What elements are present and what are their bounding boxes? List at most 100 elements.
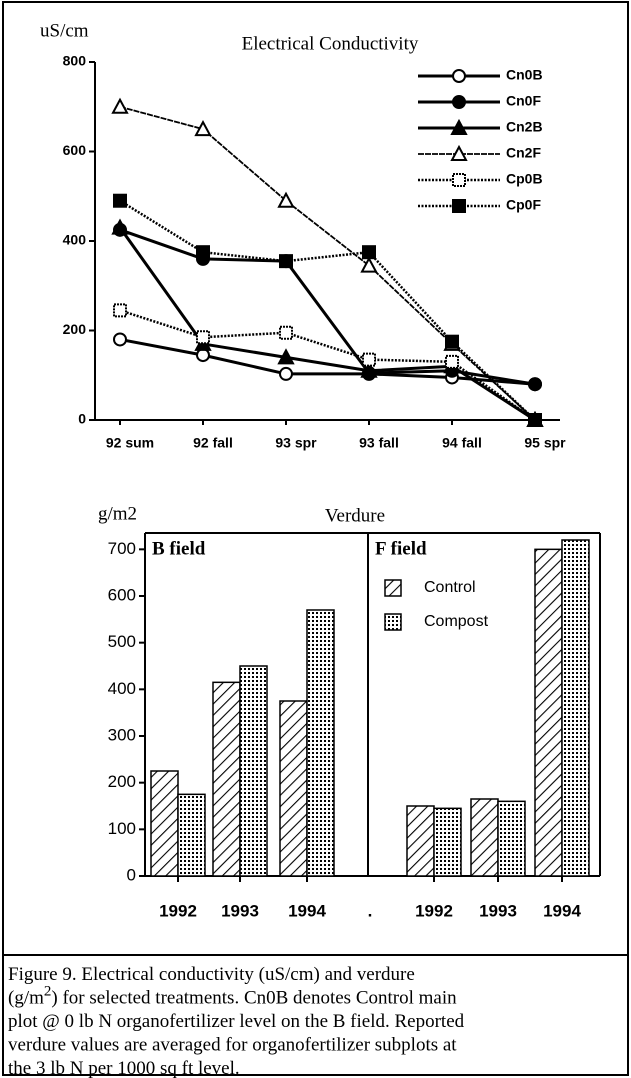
caption-text: (g/m [8, 988, 44, 1009]
x-tick-label: 95 spr [524, 435, 566, 451]
legend-label: Cn2B [506, 119, 543, 135]
series-line [119, 105, 536, 421]
marker [362, 245, 376, 260]
bar [306, 609, 335, 877]
caption-text: verdure values are averaged for organofe… [8, 1035, 457, 1056]
caption: Figure 9. Electrical conductivity (uS/cm… [8, 964, 465, 1078]
y-tick-label: 600 [108, 585, 136, 604]
series-line [119, 199, 536, 421]
bar [406, 805, 435, 877]
marker [279, 254, 293, 269]
marker [360, 361, 378, 378]
caption-superscript: 2 [44, 984, 52, 1000]
marker [445, 354, 459, 369]
marker [445, 334, 459, 349]
y-tick-label: 800 [63, 53, 87, 69]
chart-title: Verdure [325, 505, 385, 526]
marker [279, 366, 293, 381]
legend-swatch [384, 613, 402, 631]
x-tick-label: 93 spr [275, 435, 317, 451]
caption-text: the 3 lb N per 1000 sq ft level. [8, 1058, 240, 1078]
y-tick-label: 700 [108, 539, 136, 558]
x-tick-label: 1994 [543, 901, 581, 920]
bar [279, 700, 308, 877]
legend-marker [452, 69, 466, 83]
legend-marker [450, 118, 468, 135]
marker [111, 97, 129, 114]
bar [212, 681, 241, 877]
y-tick-label: 0 [78, 411, 86, 427]
marker [528, 377, 542, 392]
caption-text: plot @ 0 lb N organofertilizer level on … [8, 1011, 465, 1032]
y-tick-label: 200 [108, 772, 136, 791]
x-tick-label: 92 fall [193, 435, 233, 451]
legend-marker [450, 144, 468, 161]
legend-label: Cn2F [506, 145, 541, 161]
marker [113, 303, 127, 318]
y-tick-label: 100 [108, 819, 136, 838]
bar [470, 798, 499, 877]
bar [239, 665, 268, 877]
y-tick-label: 600 [63, 142, 87, 158]
marker [196, 330, 210, 345]
marker [111, 218, 129, 235]
legend-label: Cn0F [506, 93, 541, 109]
legend-label: Control [424, 579, 476, 596]
x-tick-label: 1994 [288, 901, 326, 920]
y-axis-label: uS/cm [40, 20, 89, 41]
panel-title: B field [152, 538, 206, 559]
panel-gap-label: . [368, 901, 373, 920]
marker [194, 120, 212, 137]
chart-title: Electrical Conductivity [242, 33, 419, 54]
x-tick-label: 1992 [159, 901, 197, 920]
caption-line: verdure values are averaged for organofe… [8, 1035, 457, 1056]
y-axis-label: g/m2 [98, 503, 137, 524]
y-tick-label: 500 [108, 632, 136, 651]
legend-marker [452, 199, 466, 213]
legend-label: Cp0F [506, 197, 541, 213]
legend-label: Cp0B [506, 171, 543, 187]
bar [534, 548, 563, 877]
marker [113, 332, 127, 347]
legend-marker [452, 173, 466, 187]
series-line [118, 226, 536, 422]
marker [362, 352, 376, 367]
y-tick-label: 300 [108, 725, 136, 744]
legend-label: Cn0B [506, 67, 543, 83]
caption-line: plot @ 0 lb N organofertilizer level on … [8, 1011, 465, 1032]
y-tick-label: 0 [127, 865, 136, 884]
y-tick-label: 200 [63, 321, 87, 337]
marker [277, 191, 295, 208]
bar [177, 793, 206, 877]
bar [497, 800, 526, 877]
marker [528, 413, 542, 427]
x-tick-label: 94 fall [442, 435, 482, 451]
x-tick-label: 93 fall [359, 435, 399, 451]
legend-marker [452, 95, 466, 109]
legend-swatch [384, 579, 402, 597]
legend-label: Compost [424, 613, 489, 630]
marker [279, 325, 293, 340]
caption-text: Figure 9. Electrical conductivity (uS/cm… [8, 964, 415, 985]
y-tick-label: 400 [63, 232, 87, 248]
marker [196, 245, 210, 260]
series-line [119, 309, 536, 422]
caption-line: (g/m2) for selected treatments. Cn0B den… [8, 984, 457, 1009]
x-tick-label: 92 sum [106, 435, 154, 451]
y-tick-label: 400 [108, 679, 136, 698]
panel-title: F field [375, 538, 427, 559]
caption-text: ) for selected treatments. Cn0B denotes … [51, 988, 457, 1009]
marker [360, 256, 378, 273]
x-tick-label: 1993 [221, 901, 259, 920]
series-line [119, 337, 536, 386]
marker [113, 193, 127, 208]
series-line [119, 228, 536, 386]
x-tick-label: 1993 [479, 901, 517, 920]
bar [561, 539, 590, 877]
caption-line: the 3 lb N per 1000 sq ft level. [8, 1058, 240, 1078]
marker [277, 348, 295, 365]
bar [433, 807, 462, 877]
bar [150, 770, 179, 877]
